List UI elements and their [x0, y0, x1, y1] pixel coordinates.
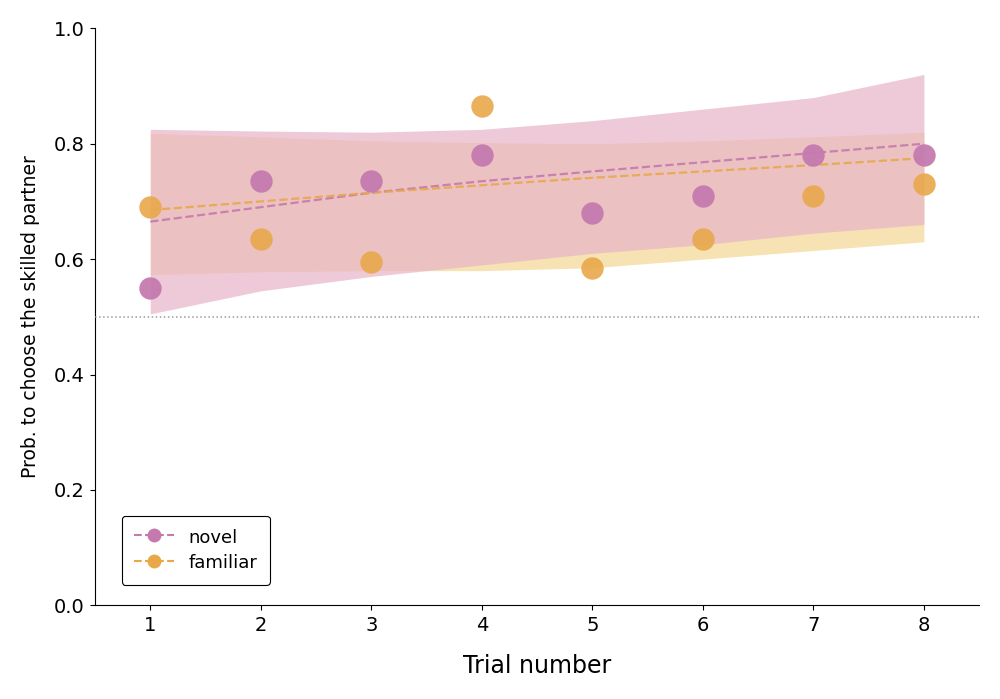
- Point: [474, 101, 490, 112]
- Point: [584, 262, 600, 273]
- Point: [474, 150, 490, 161]
- Point: [695, 233, 711, 245]
- Point: [363, 175, 379, 187]
- Point: [253, 175, 269, 187]
- Point: [916, 150, 932, 161]
- Point: [253, 233, 269, 245]
- Y-axis label: Prob. to choose the skilled partner: Prob. to choose the skilled partner: [21, 155, 40, 478]
- Point: [805, 190, 821, 201]
- X-axis label: Trial number: Trial number: [463, 654, 611, 678]
- Point: [142, 201, 158, 212]
- Point: [695, 190, 711, 201]
- Point: [805, 150, 821, 161]
- Point: [584, 208, 600, 219]
- Legend: novel, familiar: novel, familiar: [122, 516, 270, 585]
- Point: [916, 178, 932, 189]
- Point: [363, 257, 379, 268]
- Point: [142, 282, 158, 294]
